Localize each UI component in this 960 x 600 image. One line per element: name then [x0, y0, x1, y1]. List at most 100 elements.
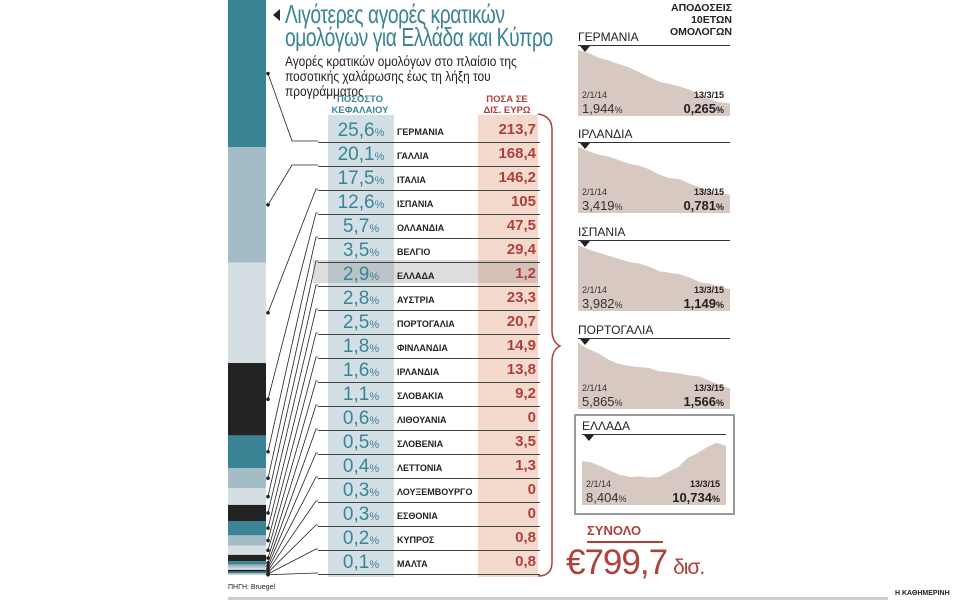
connector-line — [267, 188, 318, 313]
pct-number: 0,4 — [342, 456, 370, 477]
pct-value: 0,5% — [328, 432, 394, 454]
sparkline-ΠΟΡΤΟΓΑΛΙΑ: ΠΟΡΤΟΓΑΛΙΑ 2/1/14 5,865% 13/3/15 1,566% — [578, 323, 730, 409]
unit: % — [614, 398, 623, 408]
table-row: 2,9% ΕΛΛΑΔΑ 1,2 — [318, 262, 540, 287]
sparkline-label: ΙΡΛΑΝΔΙΑ — [578, 127, 633, 141]
pct-number: 0,3 — [342, 504, 370, 525]
footer-line — [228, 597, 888, 600]
pct-value: 5,7% — [328, 216, 394, 238]
start-value: 3,419% — [582, 198, 623, 213]
start-value: 3,982% — [582, 296, 623, 311]
sparkline-label-row: ΠΟΡΤΟΓΑΛΙΑ — [578, 323, 730, 339]
pct-number: 2,5 — [342, 312, 370, 333]
marker-triangle-icon — [580, 46, 590, 52]
pct-value: 12,6% — [328, 192, 394, 214]
sparkline-label-row: ΕΛΛΑΔΑ — [582, 419, 726, 435]
pct-value: 3,5% — [328, 240, 394, 262]
pct-number: 1,6 — [342, 360, 370, 381]
country-name: ΠΟΡΤΟΓΑΛΙΑ — [397, 319, 455, 329]
ecb-capital-stacked-bar — [228, 0, 266, 575]
segment-ΙΡΛΑΝΔΙΑ — [228, 545, 266, 555]
sparkline-area — [582, 442, 726, 505]
table-row: 0,3% ΕΣΘΟΝΙΑ 0 — [318, 502, 540, 527]
country-name: ΑΥΣΤΡΙΑ — [397, 295, 435, 305]
segment-ΛΙΘΟΥΑΝΙΑ — [228, 561, 266, 565]
sparkline-label-row: ΓΕΡΜΑΝΙΑ — [578, 30, 730, 46]
pct-number: 20,1 — [337, 144, 375, 165]
connector-line — [267, 212, 318, 400]
end-number: 0,265 — [683, 101, 716, 116]
pct-unit: % — [369, 391, 380, 403]
end-value: 0,781% — [683, 198, 724, 213]
pct-value: 0,6% — [328, 408, 394, 430]
pct-unit: % — [369, 367, 380, 379]
amount-value: 168,4 — [498, 145, 536, 162]
sparkline-label: ΕΛΛΑΔΑ — [582, 419, 631, 433]
segment-ΙΤΑΛΙΑ — [228, 262, 266, 364]
start-date: 2/1/14 — [582, 285, 608, 295]
table-row: 2,8% ΑΥΣΤΡΙΑ 23,3 — [318, 286, 540, 311]
connector-line — [267, 332, 318, 529]
pct-value: 0,1% — [328, 552, 394, 574]
start-number: 3,419 — [582, 198, 615, 213]
pct-unit: % — [374, 199, 385, 211]
total-unit: δισ. — [673, 556, 705, 579]
brand: Η ΚΑΘΗΜΕΡΙΝΗ — [895, 590, 950, 597]
connector-dot — [266, 556, 270, 560]
connector-line — [267, 236, 318, 452]
pct-unit: % — [369, 295, 380, 307]
segment-ΟΛΛΑΝΔΙΑ — [228, 435, 266, 469]
segment-ΛΕΤΤΟΝΙΑ — [228, 567, 266, 570]
country-name: ΛΕΤΤΟΝΙΑ — [397, 463, 443, 473]
pct-unit: % — [369, 559, 380, 571]
amount-value: 0 — [527, 409, 536, 426]
segment-ΚΥΠΡΟΣ — [228, 573, 266, 575]
unit: % — [715, 202, 724, 212]
country-name: ΓΑΛΛΙΑ — [397, 151, 429, 161]
sparkline-label-row: ΙΡΛΑΝΔΙΑ — [578, 127, 730, 143]
connector-dot — [266, 572, 270, 577]
pct-number: 1,1 — [342, 384, 370, 405]
table-row: 0,6% ΛΙΘΟΥΑΝΙΑ 0 — [318, 406, 540, 431]
end-value: 1,149% — [683, 296, 724, 311]
start-number: 8,404 — [586, 490, 619, 505]
end-date: 13/3/15 — [693, 90, 724, 100]
pct-number: 12,6 — [337, 192, 375, 213]
amount-value: 1,2 — [515, 265, 536, 282]
pct-column-bg — [328, 115, 394, 577]
end-number: 1,149 — [683, 296, 716, 311]
country-name: ΣΛΟΒΕΝΙΑ — [397, 439, 444, 449]
amount-value: 105 — [510, 193, 536, 210]
segment-ΦΙΝΛΑΝΔΙΑ — [228, 535, 266, 546]
amount-value: 146,2 — [498, 169, 536, 186]
pct-unit: % — [369, 223, 380, 235]
pct-value: 1,8% — [328, 336, 394, 358]
page-title: Λιγότερες αγορές κρατικών ομολόγων για Ε… — [285, 0, 553, 52]
segment-ΣΛΟΒΕΝΙΑ — [228, 564, 266, 568]
pct-unit: % — [369, 247, 380, 259]
pct-unit: % — [369, 415, 380, 427]
connector-dot — [266, 202, 270, 207]
connector-dot — [266, 548, 270, 553]
segment-ΠΟΡΤΟΓΑΛΙΑ — [228, 521, 266, 536]
sparkline-area — [578, 50, 730, 116]
end-value: 1,566% — [683, 394, 724, 409]
subtitle: Αγορές κρατικών ομολόγων στο πλαίσιο της… — [285, 53, 517, 99]
sparkline-ΙΣΠΑΝΙΑ: ΙΣΠΑΝΙΑ 2/1/14 3,982% 13/3/15 1,149% — [578, 225, 730, 311]
total-amount: €799,7 — [566, 543, 668, 582]
country-name: ΕΣΘΟΝΙΑ — [397, 511, 438, 521]
connector-dot — [266, 526, 270, 530]
start-number: 3,982 — [582, 296, 615, 311]
sparkline-label: ΓΕΡΜΑΝΙΑ — [578, 30, 639, 44]
pct-number: 5,7 — [342, 216, 370, 237]
pct-value: 0,3% — [328, 504, 394, 526]
table-row: 1,1% ΣΛΟΒΑΚΙΑ 9,2 — [318, 382, 540, 407]
amount-column-bg — [478, 115, 538, 577]
pct-unit: % — [374, 175, 385, 187]
pct-number: 0,3 — [342, 480, 370, 501]
connector-line — [267, 428, 318, 564]
connector-line — [267, 284, 318, 497]
connector-line — [267, 164, 318, 205]
start-date: 2/1/14 — [582, 383, 608, 393]
connector-line — [267, 404, 318, 559]
